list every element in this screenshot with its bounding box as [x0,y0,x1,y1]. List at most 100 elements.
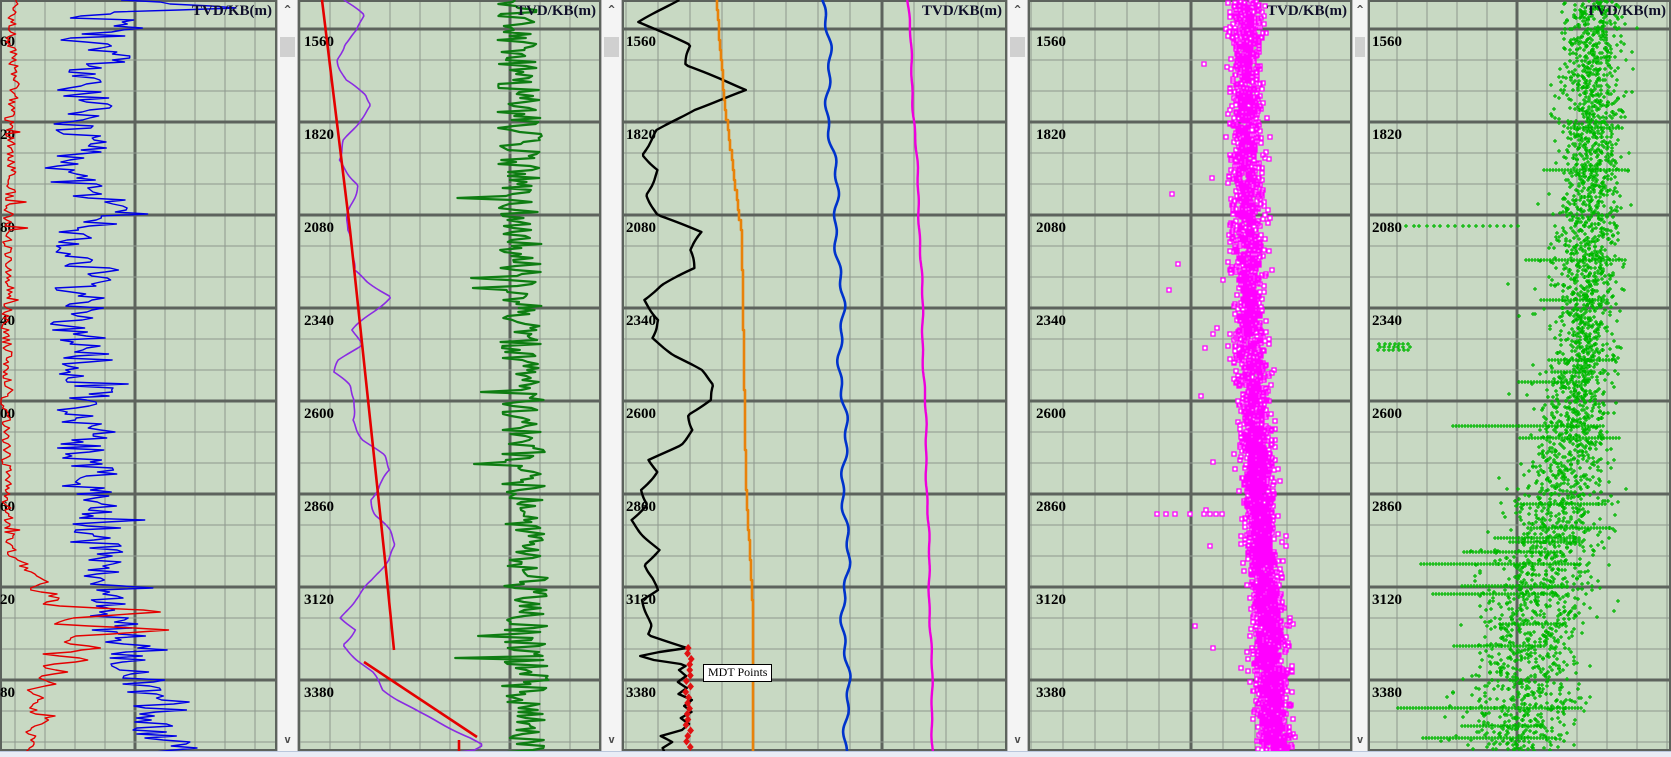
grid [298,0,601,751]
depth-label: 2600 [1036,406,1066,422]
scroll-up-icon: ^ [284,2,291,16]
grid [1028,0,1352,751]
track-3-depth-header: TVD/KB(m) [922,3,1002,19]
red-log [0,0,170,751]
mdt-diamond [687,682,694,691]
scroll-thumb[interactable] [1355,37,1365,57]
depth-label: 2340 [1036,313,1066,329]
mdt-diamond [683,737,690,746]
mdt-diamond [685,693,693,702]
track-4-depth-header: TVD/KB(m) [1267,3,1347,19]
red-trend-b [363,660,478,739]
mdt-diamond [682,677,690,685]
green-log [454,0,550,751]
scroll-down-button[interactable]: v [1008,731,1027,747]
scroll-down-button[interactable]: v [278,731,297,747]
depth-labels: 1560 1820 2080 2340 2600 2860 3120 3380 [1372,34,1402,701]
depth-label: 1820 [626,127,656,143]
scroll-thumb[interactable] [604,37,619,57]
mdt-diamond [686,704,693,713]
depth-label: 2860 [626,499,656,515]
track-2-plot: 1560 1820 2080 2340 2600 2860 3120 3380 [298,0,601,751]
depth-label: 2860 [304,499,334,515]
scroll-thumb[interactable] [1010,37,1025,57]
scroll-up-button[interactable]: ^ [278,1,297,17]
panel-border [622,0,1007,751]
log-track-2[interactable]: 1560 1820 2080 2340 2600 2860 3120 3380 TVD/KB(… [298,0,601,751]
vertical-scrollbar-1[interactable]: ^ v [277,0,298,751]
depth-label: 1820 [304,127,334,143]
depth-label: 2340 [304,313,334,329]
depth-label: 3380 [1036,685,1066,701]
depth-label: 2080 [1372,220,1402,236]
magenta-trend [906,0,935,751]
scroll-up-icon: ^ [1356,2,1364,16]
scroll-thumb[interactable] [280,37,295,57]
depth-label: 1560 [626,34,656,50]
mdt-diamond [682,688,690,696]
scroll-up-button[interactable]: ^ [1008,1,1027,17]
mdt-diamond [686,743,694,751]
depth-label: 2600 [626,406,656,422]
mdt-diamond [686,671,694,680]
depth-label: 2340 [1372,313,1402,329]
depth-label: 3380 [1372,685,1402,701]
blue-log [821,0,852,751]
mdt-points [682,644,695,751]
scroll-down-icon: v [608,732,615,746]
depth-label: 3380 [304,685,334,701]
depth-label: 2340 [626,313,656,329]
grid [0,0,277,751]
depth-labels: 1560 1820 2080 2340 2600 2860 3120 3380 [1036,34,1066,701]
plot-background [622,0,1007,751]
mdt-diamond [687,726,694,735]
depth-label: 2080 [304,220,334,236]
scroll-down-button[interactable]: v [602,731,621,747]
mdt-diamond [684,644,692,652]
magenta-square-scatter [1154,0,1298,751]
track-4-plot: 1560 1820 2080 2340 2600 2860 3120 3380 [1028,0,1352,751]
scroll-down-button[interactable]: v [1353,731,1367,747]
depth-labels: 1560 1820 2080 2340 2600 2860 3120 3380 [304,34,334,701]
depth-label: 2600 [0,406,15,422]
mdt-diamond [683,710,691,718]
depth-label: 2080 [1036,220,1066,236]
log-track-3[interactable]: 1560 1820 2080 2340 2600 2860 3120 3380 TVD/KB(… [622,0,1007,751]
depth-label: 1820 [1372,127,1402,143]
vertical-scrollbar-2[interactable]: ^ v [601,0,622,751]
scroll-up-icon: ^ [1014,2,1021,16]
scroll-down-icon: v [284,732,291,746]
track-2-depth-header: TVD/KB(m) [516,3,596,19]
depth-label: 3120 [1036,592,1066,608]
scroll-up-button[interactable]: ^ [602,1,621,17]
scroll-up-button[interactable]: ^ [1353,1,1367,17]
depth-label: 2080 [626,220,656,236]
violet-log [333,0,483,751]
depth-label: 1560 [1372,34,1402,50]
depth-label: 2860 [1036,499,1066,515]
mdt-diamond [682,721,690,729]
depth-label: 2860 [1372,499,1402,515]
black-log [630,0,748,751]
vertical-scrollbar-3[interactable]: ^ v [1007,0,1028,751]
plot-background [0,0,277,751]
log-track-5[interactable]: 1560 1820 2080 2340 2600 2860 3120 3380 TVD/KB(… [1368,0,1671,751]
log-track-4[interactable]: 1560 1820 2080 2340 2600 2860 3120 3380 TVD/KB(… [1028,0,1352,751]
plot-background [1368,0,1671,751]
mdt-diamond [684,699,692,707]
red-trend-a [320,0,396,651]
track-1-depth-header: TVD/KB(m) [192,3,272,19]
depth-label: 3380 [0,685,15,701]
track-5-depth-header: TVD/KB(m) [1586,3,1666,19]
depth-label: 1820 [1036,127,1066,143]
panel-border [298,0,601,751]
mdt-diamond [684,649,691,658]
mdt-points-label: MDT Points [703,664,773,682]
depth-label: 2080 [0,220,15,236]
vertical-scrollbar-4[interactable]: ^ v [1352,0,1368,751]
depth-label: 1560 [304,34,334,50]
depth-label: 1560 [1036,34,1066,50]
